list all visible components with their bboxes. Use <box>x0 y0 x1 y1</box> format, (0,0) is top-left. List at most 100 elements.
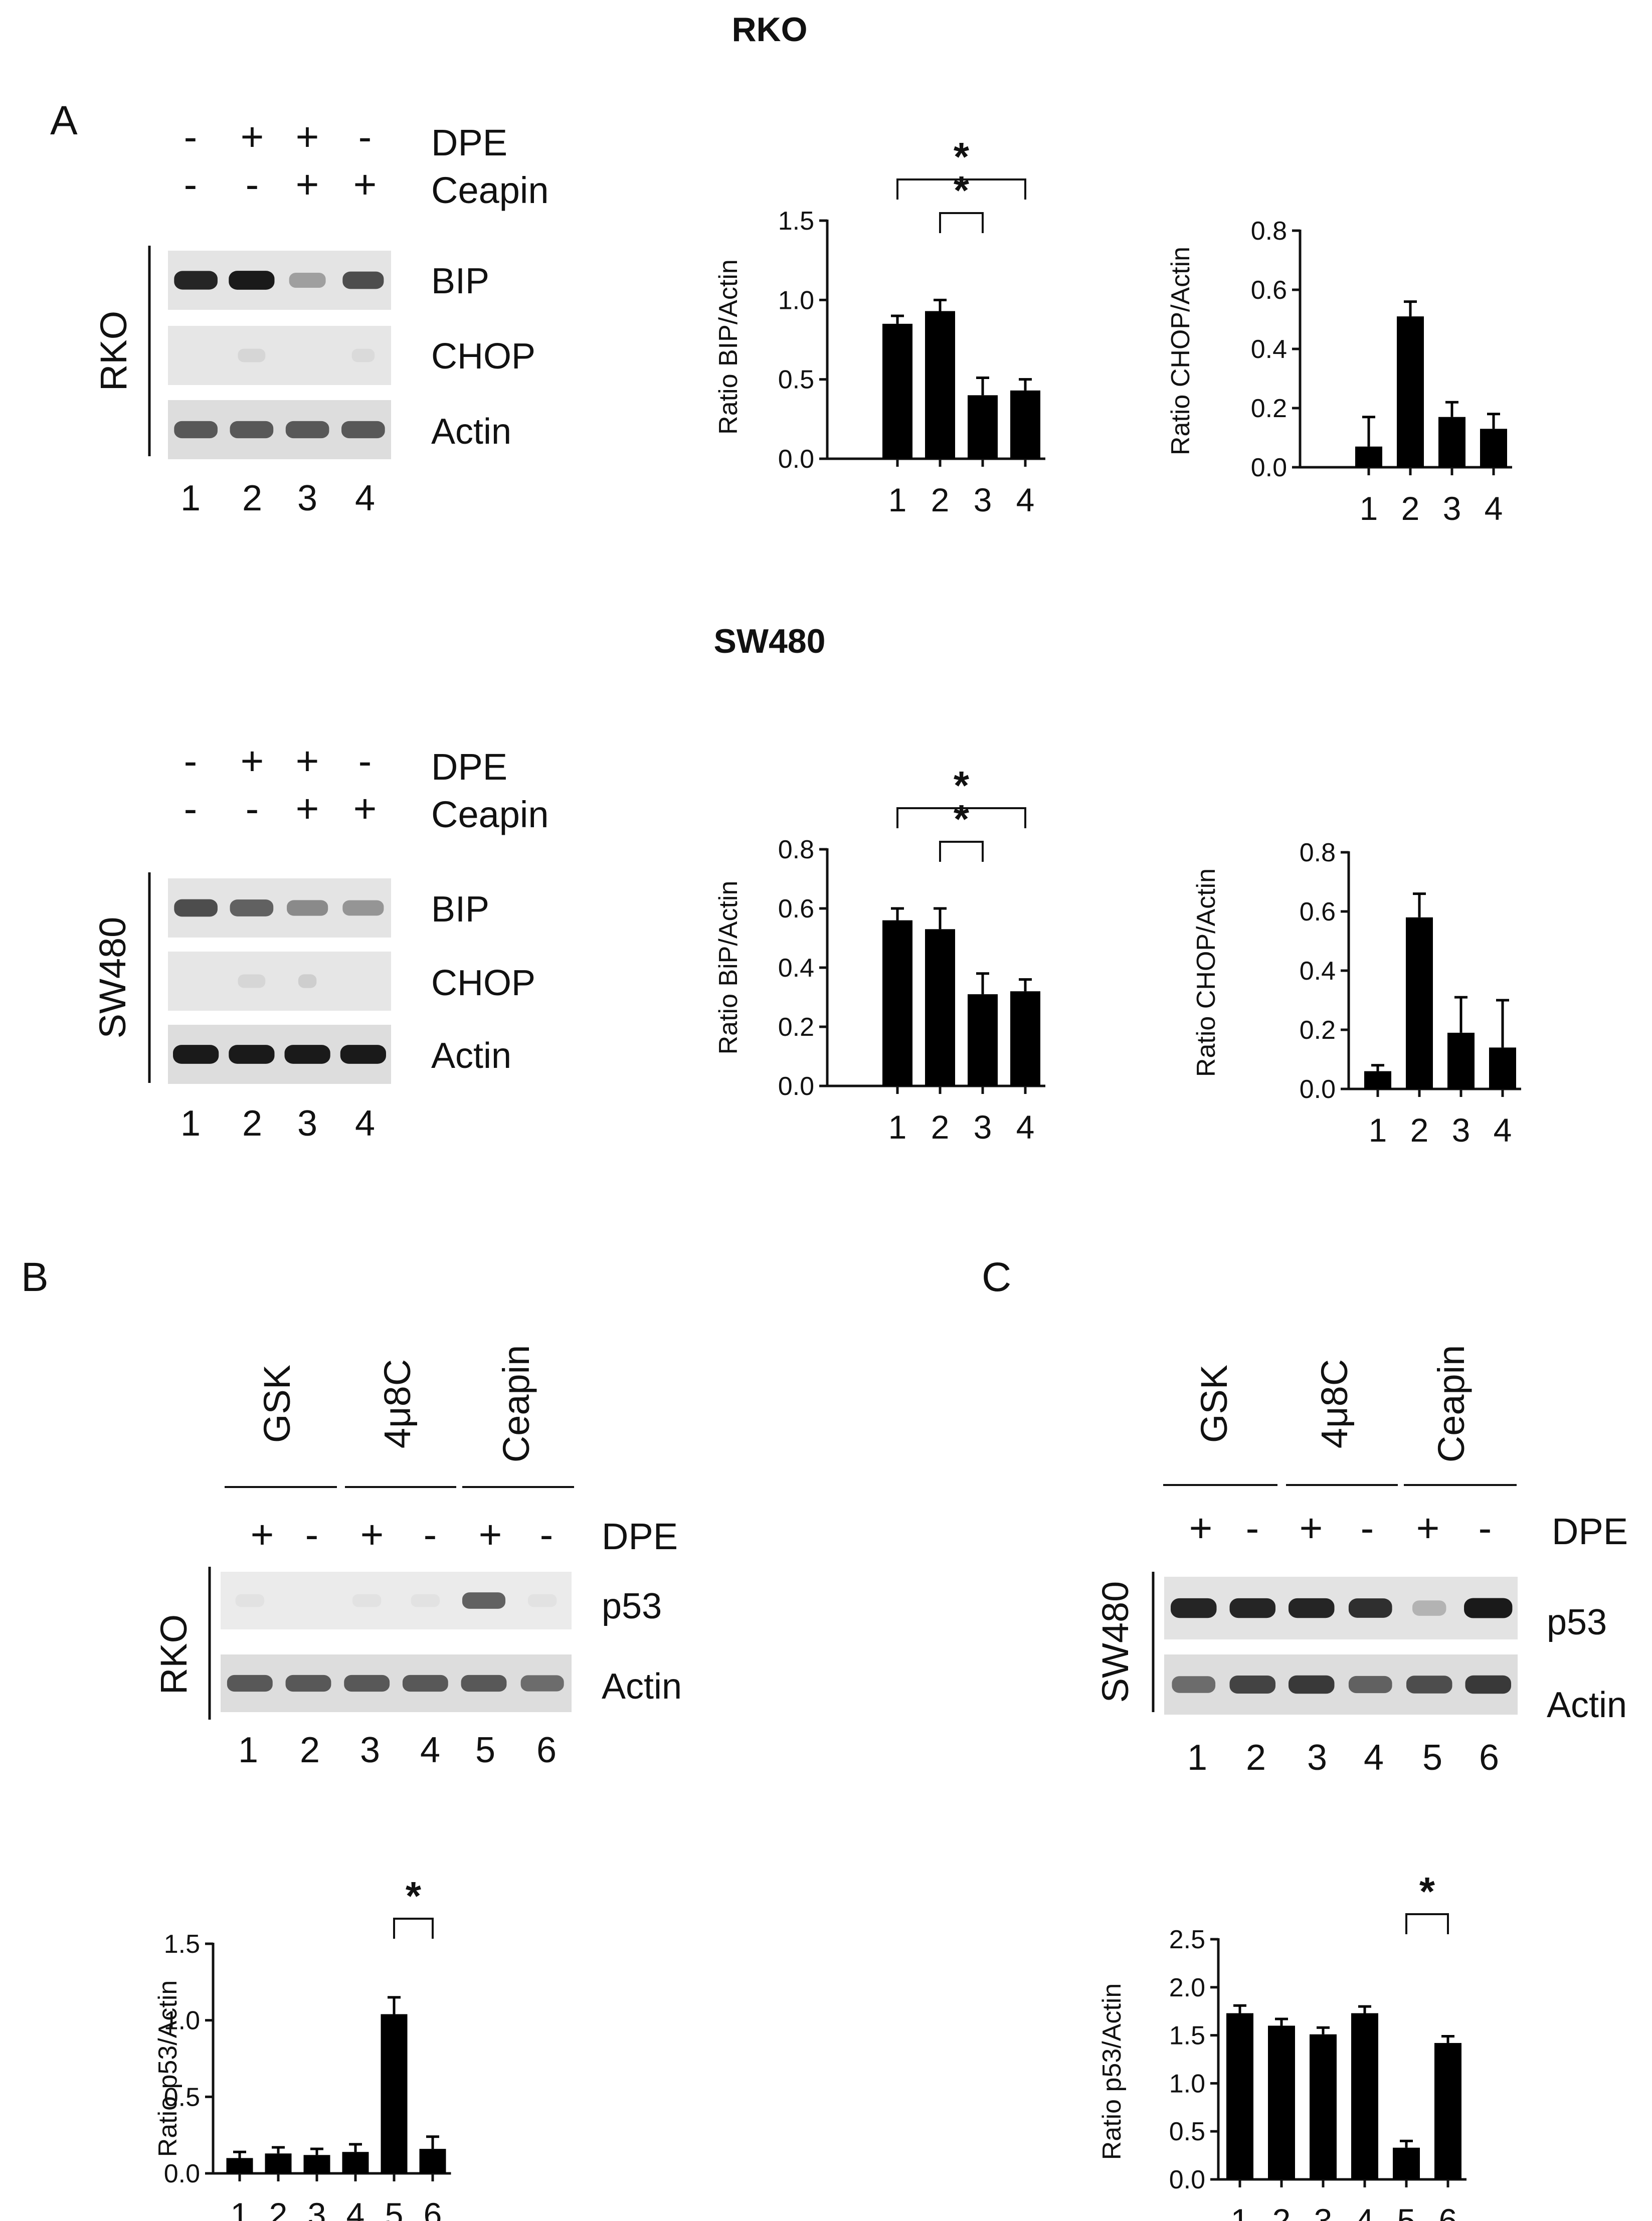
y-tick-label: 0.0 <box>1251 453 1287 482</box>
blot-band <box>235 1594 265 1607</box>
actin-label: Actin <box>431 1036 511 1076</box>
rko-p53-chart: 0.0 0.5 1.0 1.5 Ratio p53/Actin 1 2 3 4 5 6 * <box>153 1874 451 2221</box>
lane-number-6: 6 <box>1479 1738 1499 1778</box>
y-tick-label: 0.0 <box>1169 2165 1205 2194</box>
dpe-sign-4: - <box>424 1512 437 1557</box>
dpe-sign-4: - <box>1361 1506 1374 1550</box>
y-tick-label: 1.0 <box>1169 2069 1205 2098</box>
y-axis-label: Ratio CHOP/Actin <box>1192 868 1221 1077</box>
blot-band <box>289 272 326 288</box>
y-tick-label: 0.4 <box>1251 335 1287 364</box>
y-tick-label: 0.5 <box>1169 2117 1205 2146</box>
blot-band <box>284 1045 330 1064</box>
dpe-sign-6: - <box>540 1512 554 1557</box>
lane-number-5: 5 <box>1422 1738 1442 1778</box>
dpe-sign-3: + <box>296 114 319 159</box>
bar <box>303 2155 330 2173</box>
ceapin-sign-3: + <box>296 786 319 831</box>
x-tick-label: 2 <box>1272 2202 1291 2221</box>
significance-star: * <box>954 797 970 841</box>
dpe-sign-1: - <box>184 738 198 783</box>
ceapin-sign-2: - <box>246 162 259 207</box>
x-tick-label: 4 <box>1485 490 1503 527</box>
x-tick-label: 2 <box>1410 1112 1429 1149</box>
blot-band <box>344 1675 390 1692</box>
bar <box>968 395 998 459</box>
y-tick-label: 0.4 <box>778 954 814 983</box>
p53-bands <box>235 1592 557 1609</box>
bar <box>1268 2025 1295 2179</box>
blot-band <box>174 271 218 290</box>
y-tick-label: 1.5 <box>164 1930 200 1959</box>
blot-band <box>298 974 317 988</box>
blot-band <box>342 900 384 916</box>
bar <box>342 2152 369 2173</box>
significance-star: * <box>406 1874 422 1918</box>
y-tick-label: 1.5 <box>778 207 814 236</box>
blot-band <box>1288 1675 1335 1694</box>
dpe-sign-3: + <box>296 738 319 783</box>
bar <box>1397 316 1424 467</box>
y-tick-label: 0.0 <box>778 1072 814 1101</box>
actin-label: Actin <box>602 1667 682 1707</box>
sw480-p53-chart: 0.0 0.5 1.0 1.5 2.0 2.5 Ratio p53/Actin 1 2 3 4 5 6 * <box>1097 1869 1466 2221</box>
blot-band <box>238 348 266 362</box>
lane-number-3: 3 <box>297 1103 317 1144</box>
x-tick-label: 4 <box>1494 1112 1512 1149</box>
ceapin-label: Ceapin <box>431 169 549 211</box>
lane-number-4: 4 <box>420 1730 440 1770</box>
p53-label: p53 <box>602 1586 662 1626</box>
dpe-sign-3: + <box>1300 1506 1323 1550</box>
ceapin-label: Ceapin <box>431 794 549 835</box>
bar <box>419 2149 446 2173</box>
bar <box>226 2158 253 2173</box>
blot-band <box>227 1675 273 1692</box>
x-tick-label: 3 <box>1452 1112 1471 1149</box>
y-tick-label: 0.0 <box>164 2159 200 2188</box>
blot-band <box>1464 1598 1513 1618</box>
y-tick-label: 0.2 <box>1300 1016 1336 1045</box>
x-tick-label: 3 <box>974 1108 992 1146</box>
chop-bands <box>238 974 317 988</box>
y-axis-label: Ratio BiP/Actin <box>714 881 743 1055</box>
y-axis-label: Ratio p53/Actin <box>1097 1983 1127 2160</box>
blot-band <box>287 900 328 916</box>
chop-blot-strip <box>168 952 391 1011</box>
bar <box>968 994 998 1086</box>
bip-bands <box>174 899 384 917</box>
actin-bands <box>173 1045 386 1064</box>
y-tick-label: 0.4 <box>1300 957 1336 986</box>
blot-band <box>352 1594 382 1607</box>
x-tick-label: 1 <box>231 2196 249 2221</box>
lane-number-3: 3 <box>297 478 317 518</box>
lane-number-6: 6 <box>536 1730 557 1770</box>
x-tick-label: 3 <box>308 2196 326 2221</box>
y-tick-label: 1.5 <box>1169 2021 1205 2051</box>
bar <box>1355 446 1382 467</box>
significance-bracket <box>896 178 1026 200</box>
ceapin-sign-3: + <box>296 162 319 207</box>
sw480-blot-panel: - + + - - - + + DPE Ceapin SW480 BIP CHO… <box>92 738 549 1144</box>
bar <box>381 2014 408 2173</box>
y-axis-label: Ratio CHOP/Actin <box>1166 247 1195 455</box>
i4u8c-label: 4μ8C <box>1314 1359 1355 1448</box>
significance-bracket <box>393 1918 434 1939</box>
p53-bands <box>1170 1598 1513 1618</box>
gsk-label: GSK <box>256 1365 298 1443</box>
significance-bracket <box>1405 1913 1449 1934</box>
x-tick-label: 1 <box>1231 2202 1249 2221</box>
x-tick-label: 4 <box>346 2196 365 2221</box>
dpe-sign-2: + <box>241 738 264 783</box>
bar <box>1393 2147 1420 2179</box>
lane-number-5: 5 <box>475 1730 495 1770</box>
x-tick-label: 1 <box>888 1108 907 1146</box>
y-tick-label: 0.8 <box>1251 217 1287 246</box>
blot-band <box>229 1045 275 1064</box>
ceapin-sign-4: + <box>353 786 377 831</box>
blot-band <box>461 1675 507 1692</box>
blot-band <box>351 348 375 362</box>
blot-band <box>1229 1598 1276 1618</box>
dpe-sign-2: + <box>241 114 264 159</box>
significance-star: * <box>954 134 970 179</box>
